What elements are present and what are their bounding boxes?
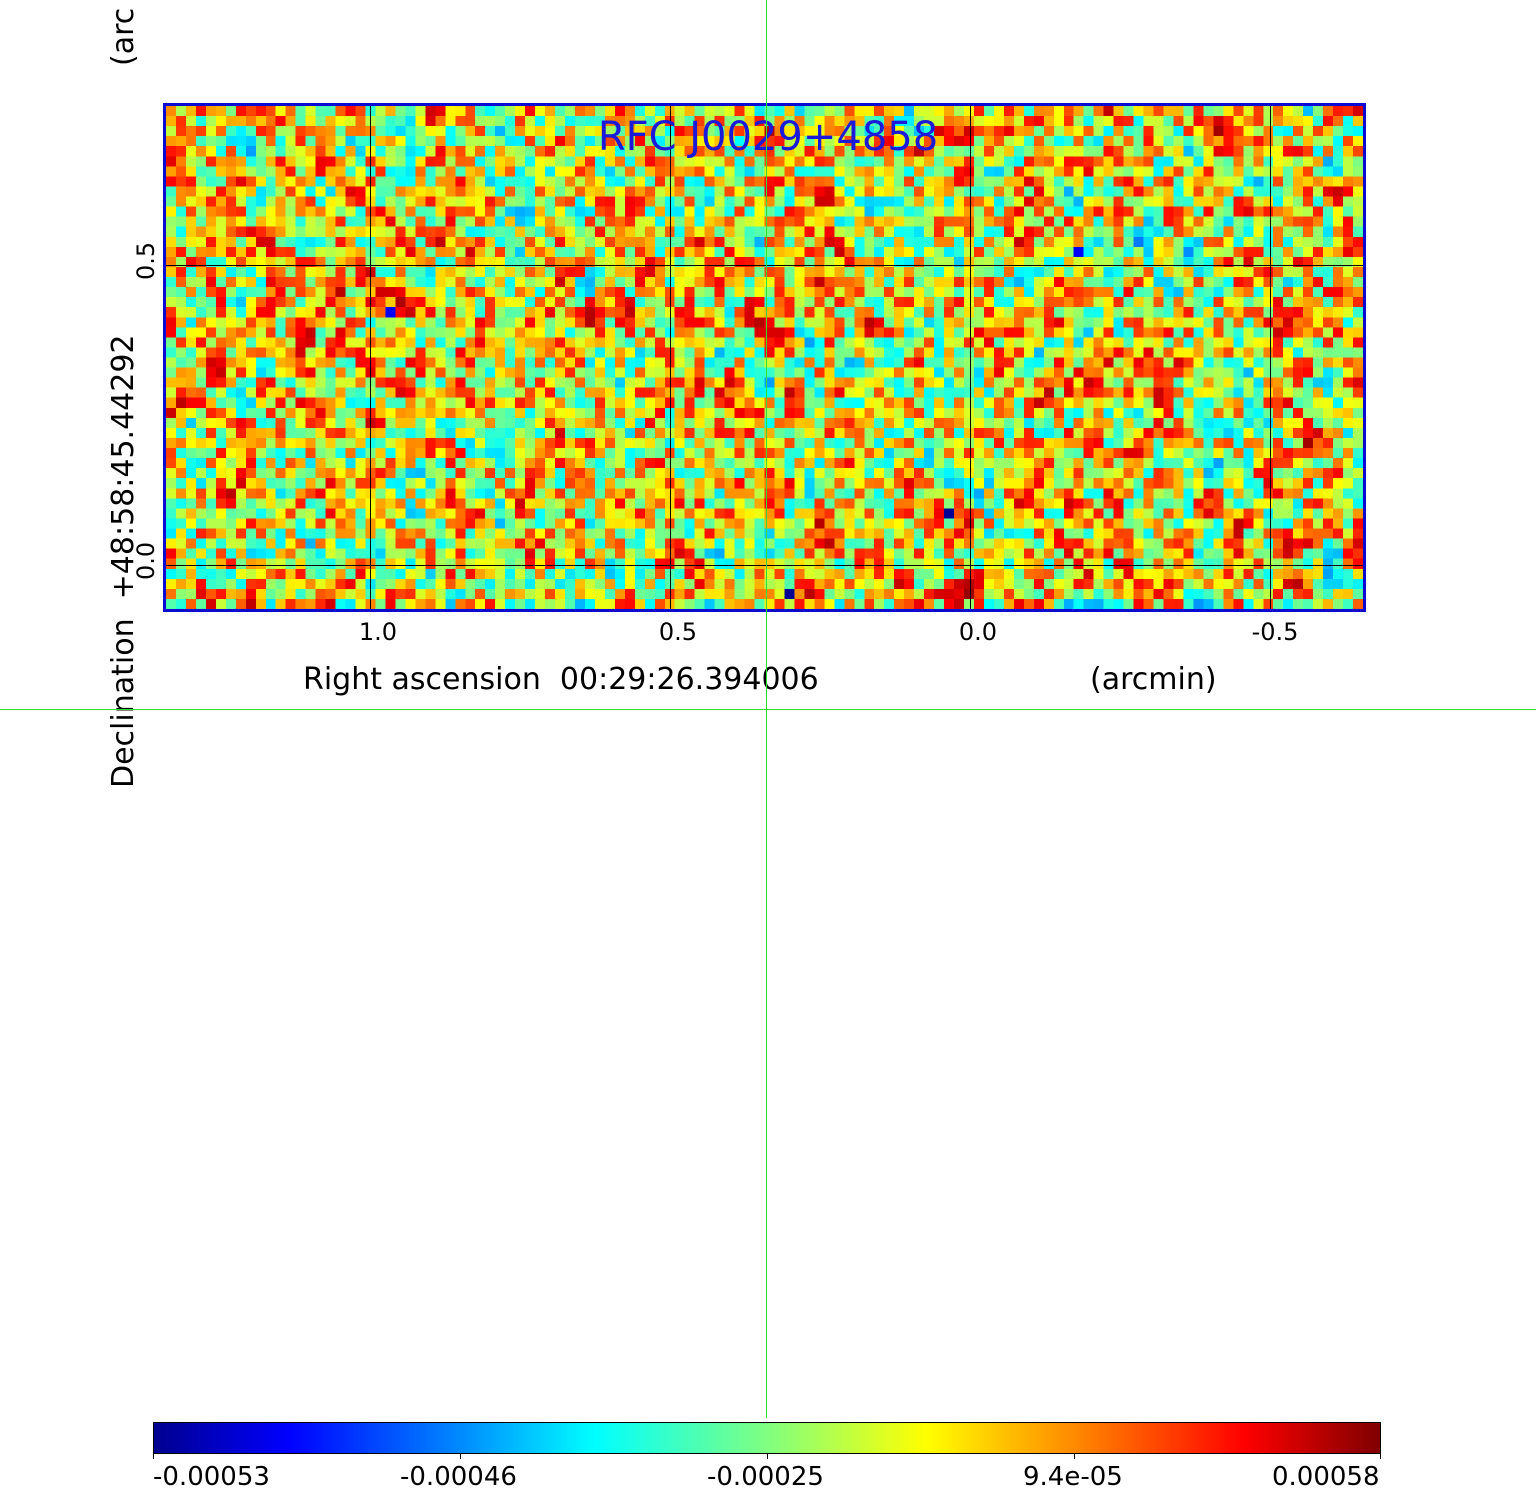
y-tick-label: 0.5 [132, 241, 160, 280]
x-tick-label: 0.0 [958, 618, 998, 646]
colorbar-tick [767, 1453, 768, 1459]
colorbar-tick [1074, 1453, 1075, 1459]
sky-image[interactable] [163, 103, 1366, 612]
colorbar-label: -0.00046 [400, 1462, 517, 1492]
colorbar-label: 9.4e-05 [1023, 1462, 1123, 1492]
grid-line-dec-0.5 [166, 265, 1363, 266]
x-tick-label: 0.5 [658, 618, 698, 646]
grid-line-ra-minus-0.5 [1270, 106, 1271, 609]
grid-line-dec-0.0 [166, 565, 1363, 566]
colorbar-label: -0.00025 [707, 1462, 824, 1492]
crosshair-horizontal[interactable] [0, 709, 1536, 710]
grid-line-ra-0.5 [670, 106, 671, 609]
grid-line-ra-1.0 [370, 106, 371, 609]
colorbar-tick [153, 1453, 154, 1459]
x-axis-unit: (arcmin) [1090, 662, 1217, 697]
y-axis-label: Declination +48:58:45.44292 [106, 334, 141, 788]
colorbar-label: -0.00053 [153, 1462, 270, 1492]
colorbar-tick [1380, 1453, 1381, 1459]
x-tick-label: 1.0 [358, 618, 398, 646]
colorbar-tick [460, 1453, 461, 1459]
x-tick-label: -0.5 [1251, 618, 1299, 646]
grid-line-ra-0.0 [970, 106, 971, 609]
y-axis-unit: (arc [106, 7, 141, 66]
colorbar-label: 0.00058 [1272, 1462, 1380, 1492]
intensity-map[interactable] [166, 106, 1363, 609]
x-axis-label: Right ascension 00:29:26.394006 [303, 662, 819, 697]
colorbar[interactable] [153, 1422, 1381, 1454]
